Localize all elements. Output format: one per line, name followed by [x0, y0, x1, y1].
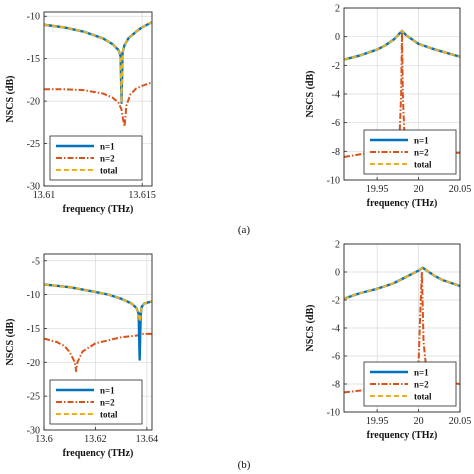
y-axis-label: NSCS (dB): [5, 319, 16, 366]
y-tick-label: -8: [332, 147, 340, 158]
plot-frame: [343, 7, 461, 181]
series-line-n2: [44, 81, 152, 128]
x-tick-label: 13.64: [136, 434, 159, 445]
chart-a-left: 13.61 13.615 -10 -15 -20 -25 -30 n=1 n=2 total fre…: [5, 11, 156, 215]
y-tick-label: 0: [335, 32, 340, 43]
x-tick-label: 13.6: [35, 434, 53, 445]
y-tick-label: -10: [27, 290, 40, 301]
x-tick-label: 13.62: [84, 434, 107, 445]
y-tick-label: -25: [27, 139, 40, 150]
legend-box: [363, 361, 457, 407]
y-axis-label: NSCS (dB): [305, 71, 316, 118]
x-axis-label: frequency (THz): [367, 198, 438, 209]
series-line-total: [344, 29, 460, 61]
legend-box: [49, 379, 143, 425]
x-axis-label: frequency (THz): [63, 204, 134, 215]
legend-box: [49, 135, 143, 181]
y-tick-label: -4: [332, 324, 340, 335]
y-tick-label: -2: [332, 61, 340, 72]
x-tick-label: 20.05: [449, 416, 472, 427]
x-axis-label: frequency (THz): [367, 430, 438, 441]
plot-frame: [43, 11, 153, 187]
y-tick-label: 2: [335, 4, 340, 15]
series-line-total: [344, 266, 460, 300]
y-tick-label: -6: [332, 352, 340, 363]
legend-label: n=2: [100, 154, 115, 164]
y-tick-label: -4: [332, 90, 340, 101]
chart-b-right: 19.95 20 20.0520-2-4-6-8-10n=1n=2totalfreq…: [305, 240, 471, 442]
y-tick-label: -30: [27, 426, 40, 437]
legend-label: n=2: [100, 398, 115, 408]
legend-label: total: [414, 392, 432, 402]
legend-box: [363, 129, 457, 175]
legend: n=1 n=2 total: [363, 129, 457, 175]
x-axis-label: frequency (THz): [63, 448, 134, 459]
y-tick-label: -10: [327, 176, 340, 187]
y-tick-label: -20: [27, 358, 40, 369]
caption-b: (b): [238, 459, 251, 471]
x-tick-label: 20.05: [449, 184, 472, 195]
x-tick-label: 13.61: [33, 190, 56, 201]
legend-label: n=1: [100, 142, 115, 152]
y-axis-label: NSCS (dB): [305, 305, 316, 352]
y-tick-label: -5: [32, 256, 40, 267]
legend-label: total: [100, 166, 118, 176]
chart-b-left: 13.6 13.62 13.64 -5 -10 -15 -20 -25 -30 n=1 n=2 tot…: [5, 253, 159, 459]
legend-label: n=1: [100, 386, 115, 396]
plot-frame: [343, 243, 461, 413]
y-tick-label: -6: [332, 118, 340, 129]
series-line-total: [44, 21, 152, 104]
legend-label: total: [414, 160, 432, 170]
x-tick-label: 19.95: [366, 184, 389, 195]
y-tick-label: -10: [27, 12, 40, 23]
y-tick-label: -10: [327, 408, 340, 419]
y-tick-label: 0: [335, 268, 340, 279]
legend-label: total: [100, 410, 118, 420]
chart-a-right: 19.95 20 20.0520-2-4-6-8-10n=1n=2totalfreq…: [305, 4, 471, 210]
x-tick-label: 20: [414, 416, 424, 427]
series-line-total: [44, 283, 152, 323]
legend-label: n=1: [414, 368, 429, 378]
y-tick-label: -30: [27, 182, 40, 193]
y-tick-label: -2: [332, 296, 340, 307]
y-axis-label: NSCS (dB): [5, 76, 16, 123]
y-tick-label: 2: [335, 240, 340, 251]
plot-frame: [43, 253, 153, 431]
legend-label: n=1: [414, 136, 429, 146]
legend-label: n=2: [414, 148, 429, 158]
y-tick-label: -25: [27, 392, 40, 403]
y-tick-label: -8: [332, 380, 340, 391]
y-tick-label: -15: [27, 324, 40, 335]
caption-a: (a): [238, 224, 251, 236]
legend: n=1 n=2 total: [49, 135, 143, 181]
legend: n=1 n=2 total: [363, 361, 457, 407]
x-tick-label: 19.95: [366, 416, 389, 427]
x-tick-label: 20: [414, 184, 424, 195]
y-tick-label: -15: [27, 54, 40, 65]
y-tick-label: -20: [27, 97, 40, 108]
x-tick-label: 13.615: [128, 190, 156, 201]
legend-label: n=2: [414, 380, 429, 390]
legend: n=1 n=2 total: [49, 379, 143, 425]
